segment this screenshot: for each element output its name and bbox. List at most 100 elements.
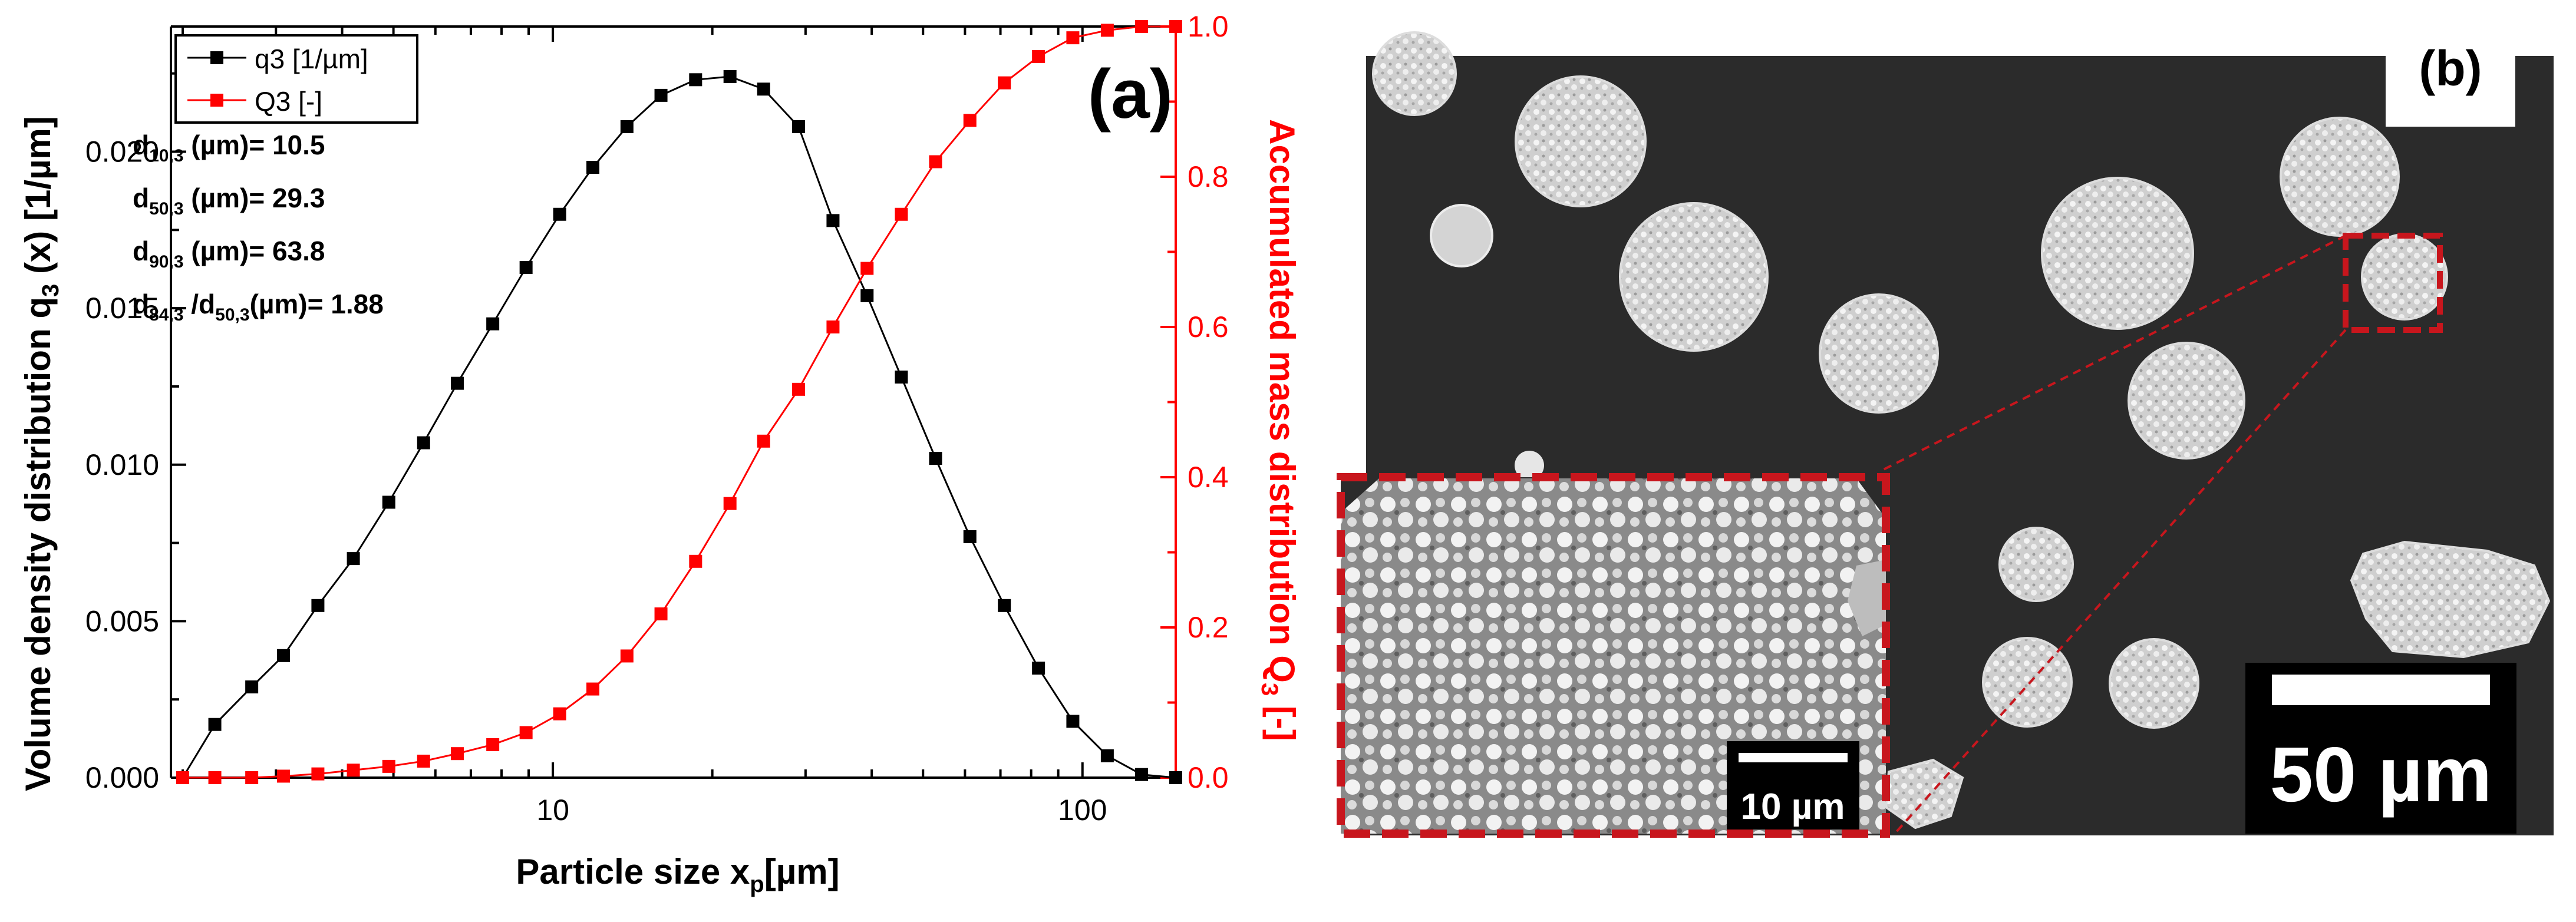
particle: [2361, 233, 2448, 320]
data-point-q3: [311, 599, 325, 612]
size-distribution-chart: 10 100 0.000 0.005 0.010 0.015 0.020 0.0 0.2 0.4 0…: [18, 10, 1302, 897]
series-line-q3: [182, 75, 1176, 779]
data-point-q3: [963, 530, 977, 543]
data-point-q3: [998, 599, 1011, 612]
data-point-Q3: [963, 114, 977, 127]
data-point-q3: [1032, 662, 1045, 675]
data-point-Q3: [519, 726, 533, 739]
panel-label-box: [2386, 24, 2515, 127]
data-point-q3: [723, 70, 737, 83]
x-tick-label: 10: [536, 794, 569, 827]
data-point-Q3: [723, 497, 737, 510]
y-left-tick-label: 0.010: [85, 448, 159, 481]
particle: [2041, 177, 2194, 330]
particle: [1998, 527, 2074, 602]
data-point-Q3: [417, 754, 430, 768]
x-axis-title: Particle size xp[µm]: [516, 852, 839, 897]
data-point-q3: [1135, 768, 1149, 781]
data-point-Q3: [1100, 24, 1114, 37]
data-point-q3: [450, 376, 464, 390]
data-point-q3: [486, 317, 500, 331]
data-point-q3: [791, 120, 805, 133]
y-right-tick-label: 0.4: [1188, 461, 1229, 494]
particles: [1372, 31, 2551, 830]
data-point-q3: [826, 214, 840, 227]
data-point-q3: [553, 207, 566, 221]
zoom-connector-top: [1879, 234, 2346, 472]
annotation-span: d84,3 /d50,3(µm)= 1.88: [133, 289, 384, 325]
y-axis-left-title: Volume density distribution q3 (x) [1/µm…: [18, 116, 64, 791]
particle: [1819, 293, 1939, 414]
data-point-q3: [929, 452, 942, 465]
y-right-tick-label: 1.0: [1188, 10, 1229, 43]
data-point-q3: [757, 82, 770, 96]
legend-entry-q3: q3 [1/µm]: [255, 44, 368, 74]
data-point-Q3: [450, 747, 464, 761]
particle: [1515, 75, 1647, 207]
data-point-q3: [519, 261, 533, 275]
data-point-q3: [417, 436, 430, 450]
particle: [1372, 31, 1457, 116]
data-point-q3: [895, 371, 908, 384]
data-point-Q3: [620, 649, 634, 663]
particle: [2128, 342, 2245, 460]
particle: [1982, 637, 2073, 728]
data-point-q3: [1169, 771, 1182, 784]
y-right-tick-label: 0.2: [1188, 611, 1229, 644]
y-right-tick-label: 0.6: [1188, 310, 1229, 343]
particle: [1619, 202, 1769, 352]
data-point-q3: [1100, 749, 1114, 762]
data-point-Q3: [586, 682, 600, 696]
data-point-Q3: [311, 767, 325, 781]
particle: [2109, 638, 2199, 729]
panel-label-a: (a): [1088, 55, 1173, 133]
y-right-tick-label: 0.0: [1188, 761, 1229, 794]
annotation-d10: d10,3 (µm)= 10.5: [133, 130, 325, 166]
data-point-q3: [860, 289, 874, 302]
data-point-q3: [277, 649, 291, 662]
data-point-Q3: [895, 207, 908, 221]
data-point-q3: [245, 680, 259, 693]
data-point-q3: [382, 495, 395, 509]
data-point-q3: [654, 88, 668, 102]
panel-label-b: (b): [2419, 41, 2482, 96]
data-point-Q3: [998, 76, 1011, 90]
data-point-Q3: [176, 771, 190, 784]
zoom-highlight-box: [2343, 233, 2443, 333]
x-tick-label: 100: [1058, 794, 1107, 827]
particle: [1430, 204, 1493, 267]
data-point-q3: [620, 120, 634, 133]
inset-scale-bar: 10 µm: [1727, 741, 1859, 830]
data-point-Q3: [1032, 50, 1045, 63]
inset-particle-edge: [1848, 560, 1886, 636]
data-point-q3: [586, 161, 600, 174]
series-line-Q3: [183, 25, 1176, 779]
statistics-annotations: d10,3 (µm)= 10.5 d50,3 (µm)= 29.3 d90,3 …: [133, 130, 384, 325]
data-point-Q3: [860, 262, 874, 275]
particle-irregular: [1884, 758, 1964, 830]
data-point-Q3: [347, 764, 360, 777]
data-point-Q3: [245, 771, 259, 784]
particle: [1515, 451, 1544, 480]
data-point-q3: [689, 73, 702, 87]
annotation-d50: d50,3 (µm)= 29.3: [133, 183, 325, 219]
data-point-Q3: [757, 434, 770, 448]
main-scale-label: 50 µm: [2270, 731, 2492, 818]
data-point-Q3: [929, 155, 942, 168]
y-left-tick-label: 0.005: [85, 604, 159, 637]
data-point-q3: [208, 718, 222, 731]
main-scale-bar: 50 µm: [2245, 663, 2516, 834]
data-point-Q3: [654, 607, 668, 621]
chart-series: [176, 20, 1182, 784]
data-point-Q3: [277, 769, 291, 783]
y-axis-right-title: Accumulated mass distribution Q3 [-]: [1256, 119, 1302, 741]
data-point-Q3: [689, 554, 702, 568]
data-point-Q3: [553, 707, 566, 721]
inset-scale-label: 10 µm: [1740, 786, 1845, 827]
data-point-Q3: [382, 759, 395, 773]
zoom-connector-bottom: [1894, 329, 2347, 835]
legend-entry-Q3: Q3 [-]: [255, 86, 322, 117]
sem-background: [1366, 56, 2554, 835]
data-point-q3: [1066, 715, 1080, 728]
y-left-tick-label: 0.015: [85, 292, 159, 325]
